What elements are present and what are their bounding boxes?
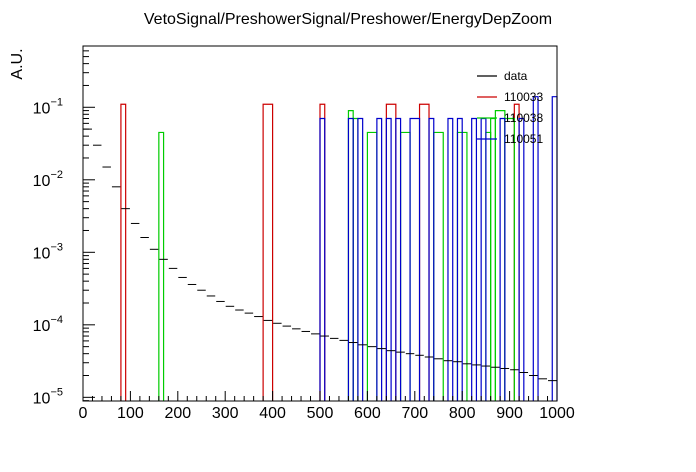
legend-label-data: data xyxy=(504,69,528,83)
x-tick-label: 800 xyxy=(449,405,476,422)
histogram-bar-110051-3 xyxy=(376,117,383,401)
histogram-bar-110051-6 xyxy=(409,117,421,401)
y-tick-exponent: −4 xyxy=(50,314,63,326)
x-tick-label: 700 xyxy=(401,405,428,422)
histogram-bar-110033-1 xyxy=(262,103,274,401)
histogram-bar-110051-1 xyxy=(347,117,354,401)
histogram-bar-110051-4 xyxy=(385,117,392,401)
histogram-bar-110038-0 xyxy=(158,131,165,401)
x-tick-label: 1000 xyxy=(539,405,575,422)
histogram-bar-110051-2 xyxy=(357,117,364,401)
legend-label-110033: 110033 xyxy=(504,90,543,104)
histogram-bar-110051-12 xyxy=(499,117,506,401)
x-tick-label: 500 xyxy=(307,405,334,422)
x-tick-label: 100 xyxy=(117,405,144,422)
y-tick-exponent: −2 xyxy=(50,169,63,181)
x-tick-label: 900 xyxy=(496,405,523,422)
legend-label-110051: 110051 xyxy=(504,132,543,146)
histogram-bar-110033-0 xyxy=(120,103,127,401)
x-tick-label: 0 xyxy=(79,405,88,422)
y-tick-exponent: −3 xyxy=(50,241,63,253)
histogram-bar-110051-10 xyxy=(471,117,478,401)
histogram-bar-110051-0 xyxy=(319,117,326,401)
x-tick-label: 200 xyxy=(164,405,191,422)
legend: data 110033 110038 110051 xyxy=(477,69,543,146)
y-tick-exponent: −5 xyxy=(50,386,63,398)
plot-frame xyxy=(82,45,558,402)
x-tick-label: 300 xyxy=(212,405,239,422)
chart-title: VetoSignal/PreshowerSignal/Preshower/Ene… xyxy=(144,11,552,28)
histogram-bar-110051-14 xyxy=(532,96,539,401)
x-tick-label: 400 xyxy=(259,405,286,422)
legend-label-110038: 110038 xyxy=(504,111,543,125)
histogram-bar-110051-7 xyxy=(428,117,435,401)
x-axis: 0 100 200 300 400 500 600 700 800 900 1000 xyxy=(79,391,575,422)
histogram-bar-110051-8 xyxy=(447,117,454,401)
histogram-bar-110051-9 xyxy=(456,117,463,401)
x-tick-label: 600 xyxy=(354,405,381,422)
y-axis-label: A.U. xyxy=(9,48,26,79)
histogram-bar-110051-13 xyxy=(518,117,525,401)
histogram-bar-110051-5 xyxy=(395,117,402,401)
y-tick-exponent: −1 xyxy=(50,96,63,108)
